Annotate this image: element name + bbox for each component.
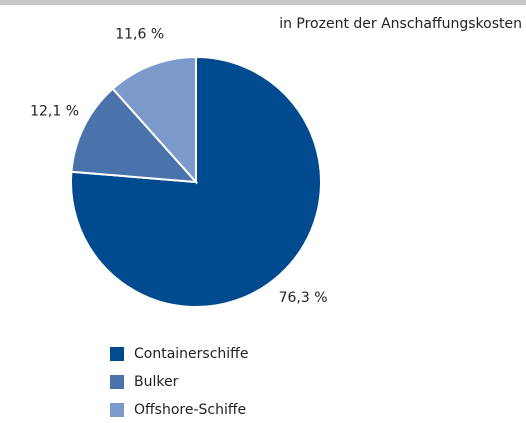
chart-subtitle: in Prozent der Anschaffungskosten <box>279 16 522 32</box>
value-label: 12,1 % <box>30 104 79 120</box>
legend-label: Containerschiffe <box>134 346 248 362</box>
legend-swatch <box>110 403 124 417</box>
pie-slice <box>111 55 197 185</box>
value-label: 11,6 % <box>115 26 164 42</box>
pie-slice <box>70 87 199 184</box>
legend-swatch <box>110 347 124 361</box>
legend-label: Bulker <box>134 374 179 390</box>
pie-slice <box>70 55 322 308</box>
legend-swatch <box>110 375 124 389</box>
legend-label: Offshore-Schiffe <box>134 402 246 418</box>
value-label: 76,3 % <box>279 290 328 306</box>
top-bar <box>0 0 526 5</box>
